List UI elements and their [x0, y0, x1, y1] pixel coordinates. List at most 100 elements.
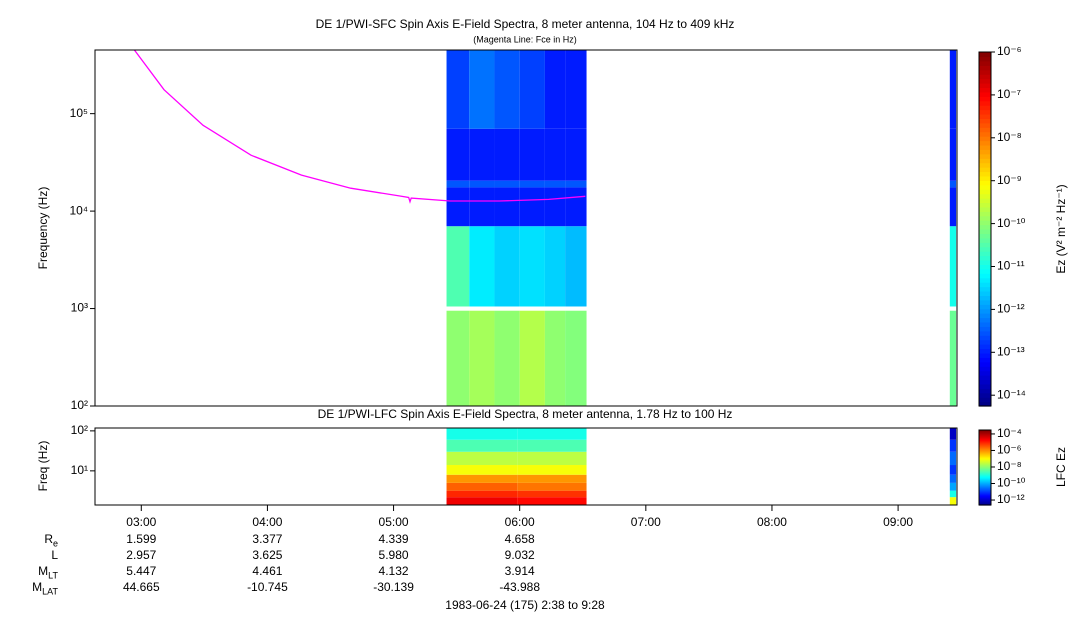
spectrogram-cell — [565, 226, 587, 307]
spectrogram-cell — [494, 226, 520, 307]
plot-frame — [94, 427, 958, 506]
spectrogram-cell — [494, 180, 520, 188]
colorbar-swatch — [979, 180, 991, 186]
colorbar-swatch — [979, 499, 991, 501]
spectrogram-cell — [446, 226, 470, 307]
spectrogram-cell — [565, 310, 587, 406]
colorbar-swatch — [979, 308, 991, 314]
ephemeris-value: 3.914 — [505, 564, 535, 578]
colorbar-swatch — [979, 96, 991, 102]
spectrogram-cell — [949, 465, 957, 475]
spectrogram-cell — [949, 187, 957, 227]
colorbar-swatch — [979, 313, 991, 319]
colorbar-swatch — [979, 224, 991, 230]
y-tick-label: 10⁵ — [70, 106, 88, 120]
colorbar-swatch — [979, 388, 991, 394]
colorbar-swatch — [979, 321, 991, 327]
colorbar-swatch — [979, 330, 991, 336]
y-tick-label: 10¹ — [71, 463, 88, 477]
ephemeris-label: M — [38, 564, 48, 578]
colorbar-swatch — [979, 65, 991, 71]
colorbar-swatch — [979, 171, 991, 177]
colorbar-swatch — [979, 229, 991, 235]
colorbar-swatch — [979, 379, 991, 385]
colorbar-swatch — [979, 304, 991, 310]
colorbar-swatch — [979, 326, 991, 332]
colorbar-swatch — [979, 60, 991, 66]
ephemeris-value: 3.625 — [252, 548, 282, 562]
colorbar-swatch — [979, 74, 991, 80]
colorbar-swatch — [979, 464, 991, 467]
x-tick-label: 08:00 — [757, 515, 787, 529]
colorbar-frame — [978, 51, 992, 407]
colorbar-swatch — [979, 473, 991, 475]
colorbar-swatch — [979, 184, 991, 190]
colorbar-swatch — [979, 105, 991, 111]
colorbar-swatch — [979, 220, 991, 226]
spectrogram-cell — [446, 482, 518, 491]
colorbar-swatch — [979, 483, 991, 485]
footer: 1983-06-24 (175) 2:38 to 9:28 — [445, 598, 605, 612]
spectrogram-cell — [469, 310, 495, 406]
colorbar-swatch — [979, 475, 991, 478]
colorbar-swatch — [979, 446, 991, 449]
colorbar-swatch — [979, 489, 991, 491]
spectrogram-cell — [949, 50, 957, 129]
colorbar-swatch — [979, 109, 991, 115]
colorbar-swatch — [979, 264, 991, 270]
colorbar-swatch — [979, 490, 991, 492]
colorbar-tick-label: 10⁻¹³ — [997, 344, 1025, 358]
colorbar-swatch — [979, 251, 991, 257]
colorbar-label: LFC Ez — [1054, 447, 1068, 487]
y-tick-label: 10³ — [71, 301, 88, 315]
colorbar-swatch — [979, 477, 991, 480]
ephemeris-value: 9.032 — [505, 548, 535, 562]
colorbar-swatch — [979, 87, 991, 93]
colorbar-swatch — [979, 397, 991, 403]
ephemeris-label: M — [32, 580, 42, 594]
colorbar-swatch — [979, 69, 991, 75]
colorbar-swatch — [979, 461, 991, 464]
spectrogram-cell — [565, 180, 587, 188]
colorbar-swatch — [979, 458, 991, 460]
spectrogram-cell — [544, 128, 566, 181]
colorbar-tick-label: 10⁻¹⁴ — [997, 387, 1026, 401]
spectrogram-cell — [469, 180, 495, 188]
x-tick-label: 06:00 — [505, 515, 535, 529]
colorbar-swatch — [979, 158, 991, 164]
spectrogram-cell — [446, 439, 518, 452]
ephemeris-value: 2.957 — [126, 548, 156, 562]
colorbar-tick-label: 10⁻⁶ — [997, 44, 1022, 58]
colorbar-swatch — [979, 430, 991, 432]
colorbar-swatch — [979, 162, 991, 168]
spectrogram-cell — [469, 187, 495, 227]
colorbar-swatch — [979, 352, 991, 358]
spectrogram-cell — [949, 474, 957, 483]
spectrogram-cell — [519, 50, 545, 129]
ephemeris-value: 44.665 — [123, 580, 160, 594]
spectrogram-cell — [517, 439, 587, 452]
colorbar-swatch — [979, 436, 991, 439]
colorbar-swatch — [979, 144, 991, 150]
ephemeris-value: 4.339 — [379, 532, 409, 546]
colorbar-swatch — [979, 215, 991, 221]
colorbar-swatch — [979, 491, 991, 494]
colorbar-swatch — [979, 277, 991, 283]
x-tick-label: 04:00 — [252, 515, 282, 529]
colorbar-swatch — [979, 206, 991, 212]
fce-line — [133, 50, 586, 204]
spectrogram-cell — [446, 128, 470, 181]
spectrogram-cell — [517, 428, 587, 440]
y-tick-label: 10⁴ — [69, 203, 88, 217]
spectrogram-cell — [446, 451, 518, 466]
colorbar-swatch — [979, 460, 991, 463]
spectrogram-cell — [519, 310, 545, 406]
spectrogram-cell — [446, 474, 518, 483]
colorbar-swatch — [979, 357, 991, 363]
colorbar-swatch — [979, 435, 991, 438]
spectrogram-cell — [517, 490, 587, 498]
colorbar-swatch — [979, 430, 991, 433]
colorbar-swatch — [979, 459, 991, 461]
colorbar-swatch — [979, 439, 991, 441]
